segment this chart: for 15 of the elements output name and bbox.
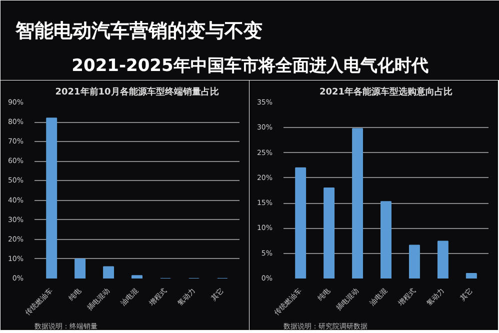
chart-title: 2021年各能源车型选购意向占比 (319, 86, 453, 98)
text: 智能电动汽车营销的变与不变 (14, 20, 262, 42)
bar (437, 240, 448, 278)
bar (466, 272, 477, 278)
bar (352, 128, 364, 278)
bar (132, 275, 142, 278)
bar (103, 266, 114, 278)
text: 2021-2025年中国车市将全面进入电气化时代 (72, 56, 428, 76)
bar (74, 258, 86, 278)
bar (46, 118, 58, 278)
bar (380, 201, 392, 278)
chart-title: 2021年前10月各能源车型终端销量占比 (55, 86, 219, 98)
bar (295, 167, 306, 278)
bar (408, 244, 420, 278)
bar (324, 187, 335, 278)
